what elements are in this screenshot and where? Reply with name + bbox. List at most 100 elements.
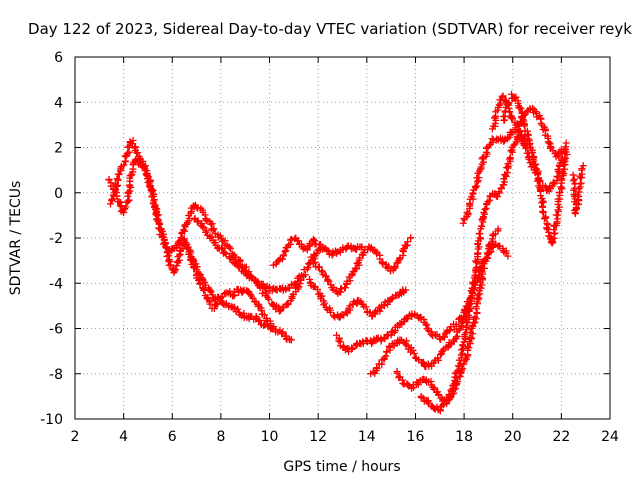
data-point	[284, 300, 292, 308]
data-point	[554, 173, 562, 181]
data-point	[306, 275, 314, 283]
data-point	[540, 215, 548, 223]
data-point	[140, 163, 148, 171]
data-point	[125, 148, 133, 156]
data-point	[106, 200, 114, 208]
series-track-1	[105, 155, 295, 344]
data-point	[393, 369, 401, 377]
data-point	[524, 130, 532, 138]
data-point	[203, 217, 211, 225]
data-point	[444, 397, 452, 405]
data-point	[504, 100, 512, 108]
data-point	[256, 316, 264, 324]
data-point	[465, 311, 473, 319]
data-point	[538, 199, 546, 207]
data-point	[504, 135, 512, 143]
x-tick-label: 12	[309, 429, 327, 445]
data-point	[313, 285, 321, 293]
data-point	[301, 271, 309, 279]
data-point	[483, 150, 491, 158]
data-point	[471, 271, 479, 279]
data-point	[560, 155, 568, 163]
data-point	[318, 267, 326, 275]
data-point	[311, 258, 319, 266]
data-point	[545, 139, 553, 147]
data-point	[404, 315, 412, 323]
data-point	[171, 266, 179, 274]
data-point	[384, 297, 392, 305]
data-point	[268, 325, 276, 332]
data-point	[483, 144, 491, 152]
data-point	[122, 203, 130, 211]
data-point	[507, 147, 515, 155]
x-tick-label: 10	[261, 429, 279, 445]
data-point	[402, 242, 410, 250]
data-point	[550, 178, 558, 186]
data-point	[196, 271, 204, 279]
x-tick-label: 8	[216, 429, 225, 445]
data-point	[348, 344, 356, 352]
data-point	[481, 255, 489, 263]
data-point	[134, 149, 142, 157]
data-point	[462, 336, 470, 344]
data-point	[324, 276, 332, 284]
data-point	[348, 271, 356, 279]
data-point	[182, 220, 190, 228]
data-point	[503, 164, 511, 172]
data-point	[113, 175, 121, 183]
data-point	[402, 286, 410, 294]
data-point	[475, 294, 483, 302]
data-point	[465, 344, 473, 352]
data-point	[120, 161, 128, 169]
data-point	[321, 299, 329, 307]
data-point	[334, 289, 342, 297]
series-track-11	[417, 131, 531, 415]
data-point	[537, 192, 545, 200]
data-point	[386, 344, 394, 352]
data-point	[464, 319, 472, 327]
data-point	[335, 337, 343, 345]
data-point	[360, 249, 368, 257]
data-point	[394, 323, 402, 331]
data-point	[475, 174, 483, 182]
data-point	[498, 185, 506, 193]
data-point	[171, 267, 179, 275]
data-point	[512, 93, 520, 101]
data-point	[230, 304, 238, 312]
data-point	[328, 251, 336, 259]
data-point	[527, 163, 535, 171]
series-track-5	[269, 234, 366, 269]
data-point	[458, 346, 466, 354]
data-point	[459, 219, 467, 227]
data-point	[114, 176, 122, 184]
x-tick-label: 24	[601, 429, 619, 445]
data-point	[442, 396, 450, 404]
data-point	[369, 368, 377, 376]
data-point	[472, 315, 480, 323]
series-track-8	[333, 297, 473, 356]
x-tick-label: 2	[71, 429, 80, 445]
data-point	[391, 263, 399, 271]
y-tick-label: 4	[54, 95, 63, 111]
series-track-2	[106, 137, 276, 333]
series-track-6	[309, 234, 415, 297]
data-point	[167, 261, 175, 269]
data-point	[463, 208, 471, 216]
data-point	[556, 189, 564, 197]
data-point	[172, 244, 180, 252]
data-point	[501, 108, 509, 116]
data-point	[198, 220, 206, 228]
y-axis-label: SDTVAR / TECUs	[8, 181, 24, 296]
data-point	[194, 217, 202, 225]
data-point	[281, 248, 289, 256]
data-point	[109, 195, 117, 203]
y-tick-label: -4	[49, 276, 63, 292]
data-point	[379, 260, 387, 268]
data-point	[322, 272, 330, 280]
data-point	[459, 349, 467, 357]
data-point	[148, 193, 156, 201]
data-point	[382, 352, 390, 360]
data-points	[105, 90, 587, 415]
data-point	[469, 278, 477, 286]
